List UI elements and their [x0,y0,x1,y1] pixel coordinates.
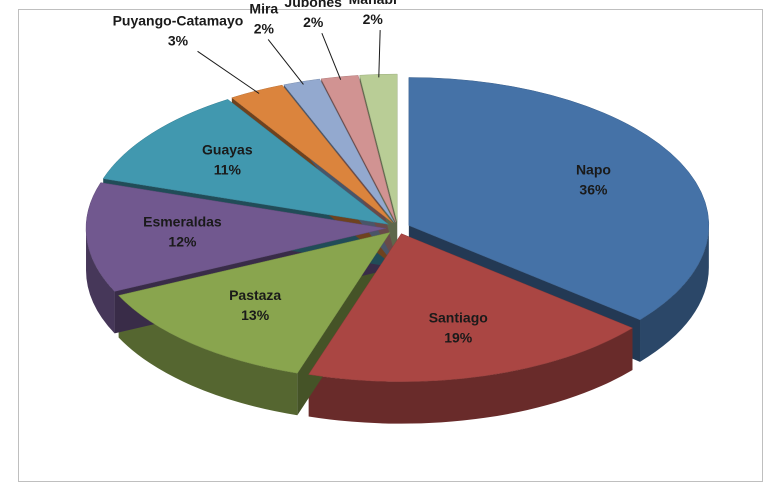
slice [85,182,387,292]
slice-label: Santiago 19% [429,309,488,345]
leader-line [378,30,381,78]
slice-label: Guayas 11% [202,142,253,178]
value-label: 36% [579,182,608,198]
value-label: 19% [444,329,473,345]
category-label: Santiago [429,309,488,325]
category-label: Puyango-Catamayo [113,12,244,28]
slice [308,233,634,382]
slice-label: Manabí 2% [349,0,398,27]
slice [102,99,389,225]
leader-line [197,50,260,94]
category-label: Esmeraldas [143,214,222,230]
value-label: 11% [214,162,242,178]
value-label: 2% [363,11,384,27]
value-label: 13% [241,307,270,323]
slice-label: Napo 36% [576,162,611,198]
category-label: Guayas [202,142,253,158]
slice-label: Pastaza 13% [229,287,281,323]
leader-line [321,33,342,80]
slice [231,84,393,223]
value-label: 2% [303,14,324,30]
category-label: Manabí [349,0,398,7]
slice-side [118,295,298,416]
slice-tops [85,73,710,382]
value-label: 2% [254,20,275,36]
slice [408,77,710,321]
category-label: Jubones [284,0,342,10]
slice-label: Jubones 2% [284,0,342,30]
slice-label: Esmeraldas 12% [143,214,222,250]
slice-side [640,225,709,362]
category-label: Napo [576,162,611,178]
slice [118,232,391,374]
category-label: Pastaza [229,287,281,303]
slice-side [86,228,115,334]
slice-label: Mira 2% [249,0,278,36]
category-label: Mira [249,0,278,16]
value-label: 3% [168,32,189,48]
leader-line [267,39,304,85]
labels: Napo 36% Santiago 19% Pastaza 13% Esmeraldas 12… [113,0,611,345]
value-label: 12% [168,234,197,250]
slice-label: Puyango-Catamayo 3% [113,12,244,48]
slice-side [308,328,633,424]
